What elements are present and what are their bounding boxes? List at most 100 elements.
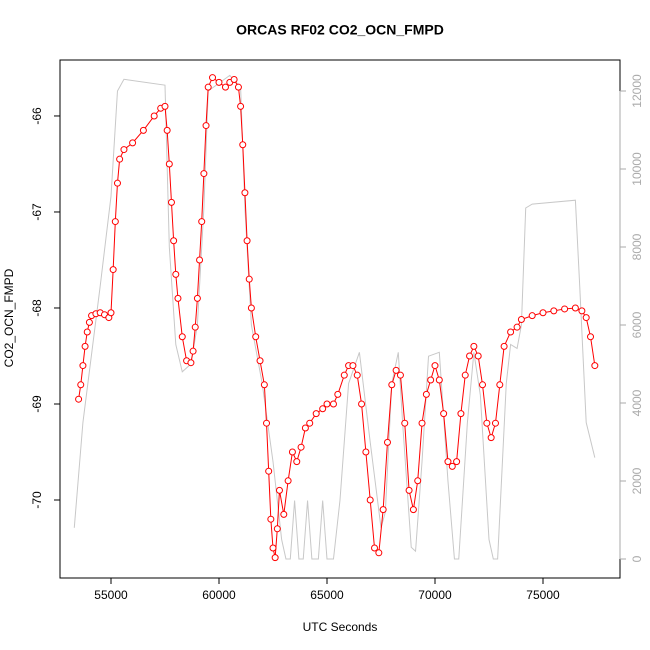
data-point xyxy=(241,189,249,197)
series-line xyxy=(73,74,596,560)
data-point xyxy=(161,102,169,110)
data-point xyxy=(221,83,229,91)
data-point xyxy=(116,155,124,163)
x-tick-label: 70000 xyxy=(418,588,452,602)
data-point xyxy=(358,400,366,408)
data-point xyxy=(470,342,478,350)
series-line xyxy=(78,76,596,558)
data-point xyxy=(487,434,495,442)
data-point xyxy=(172,270,180,278)
x-axis-label: UTC Seconds xyxy=(303,620,378,634)
data-point xyxy=(448,462,456,470)
data-point xyxy=(457,410,465,418)
x-tick-label: 60000 xyxy=(202,588,236,602)
data-point xyxy=(379,506,387,514)
y2-tick-label: 8000 xyxy=(630,233,644,260)
data-point xyxy=(260,381,268,389)
data-point xyxy=(163,126,171,134)
data-point xyxy=(466,352,474,360)
data-point xyxy=(349,362,357,370)
data-point xyxy=(280,510,288,518)
data-point xyxy=(178,333,186,341)
data-point xyxy=(366,496,374,504)
chart-title: ORCAS RF02 CO2_OCN_FMPD xyxy=(236,22,444,38)
data-point xyxy=(284,477,292,485)
data-point xyxy=(263,419,271,427)
data-point xyxy=(507,328,515,336)
data-point xyxy=(273,525,281,533)
data-point xyxy=(139,126,147,134)
data-point xyxy=(362,448,370,456)
data-point xyxy=(323,400,331,408)
data-point xyxy=(383,438,391,446)
data-point xyxy=(243,237,251,245)
data-point xyxy=(461,371,469,379)
data-point xyxy=(275,486,283,494)
data-point xyxy=(170,237,178,245)
data-point xyxy=(496,381,504,389)
data-point xyxy=(312,410,320,418)
data-point xyxy=(591,362,599,370)
data-point xyxy=(587,333,595,341)
data-point xyxy=(319,405,327,413)
data-point xyxy=(191,323,199,331)
data-point xyxy=(427,376,435,384)
data-point xyxy=(109,266,117,274)
data-point xyxy=(401,419,409,427)
data-point xyxy=(578,307,586,315)
data-point xyxy=(230,75,238,83)
data-point xyxy=(353,371,361,379)
data-point xyxy=(256,357,264,365)
y-tick-label: -69 xyxy=(30,395,44,413)
data-point xyxy=(252,333,260,341)
data-point xyxy=(582,314,590,322)
data-point xyxy=(113,179,121,187)
data-point xyxy=(375,549,383,557)
data-point xyxy=(297,443,305,451)
y2-tick-label: 0 xyxy=(630,555,644,562)
data-point xyxy=(474,352,482,360)
data-point xyxy=(517,316,525,324)
data-point xyxy=(288,448,296,456)
data-point xyxy=(174,294,182,302)
data-point xyxy=(245,275,253,283)
data-point xyxy=(306,419,314,427)
y-tick-label: -66 xyxy=(30,107,44,125)
data-point xyxy=(405,486,413,494)
data-point xyxy=(202,122,210,130)
data-point xyxy=(528,312,536,320)
data-point xyxy=(209,74,217,82)
data-point xyxy=(440,410,448,418)
data-point xyxy=(571,304,579,312)
data-point xyxy=(247,304,255,312)
data-point xyxy=(301,424,309,432)
data-point xyxy=(431,362,439,370)
data-point xyxy=(435,376,443,384)
data-point xyxy=(200,170,208,178)
data-point xyxy=(83,328,91,336)
data-point xyxy=(409,506,417,514)
y2-tick-label: 12000 xyxy=(630,74,644,108)
data-point xyxy=(265,467,273,475)
data-point xyxy=(418,419,426,427)
data-point xyxy=(329,400,337,408)
data-point xyxy=(371,544,379,552)
y2-tick-label: 4000 xyxy=(630,389,644,416)
data-point xyxy=(215,78,223,86)
data-point xyxy=(120,146,128,154)
data-point xyxy=(85,318,93,326)
data-point xyxy=(561,305,569,313)
x-tick-label: 55000 xyxy=(94,588,128,602)
data-point xyxy=(196,256,204,264)
data-point xyxy=(81,342,89,350)
y-tick-label: -68 xyxy=(30,299,44,317)
data-point xyxy=(267,515,275,523)
data-point xyxy=(388,381,396,389)
y2-tick-label: 6000 xyxy=(630,311,644,338)
y-tick-label: -67 xyxy=(30,203,44,221)
data-point xyxy=(453,458,461,466)
data-point xyxy=(539,309,547,317)
data-point xyxy=(79,362,87,370)
x-tick-label: 65000 xyxy=(310,588,344,602)
